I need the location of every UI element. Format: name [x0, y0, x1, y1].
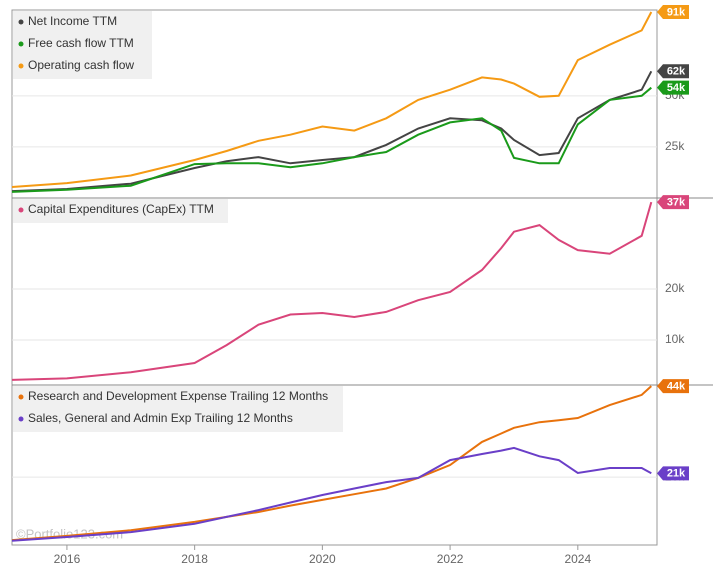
series-line [11, 70, 653, 193]
value-badge [657, 5, 689, 20]
plot-frame [11, 9, 658, 546]
value-badge-label: 44k [667, 381, 686, 393]
value-badge [657, 64, 689, 79]
legend-box [13, 386, 343, 432]
value-badge-label: 54k [667, 82, 686, 94]
value-badge [657, 80, 689, 95]
legend-label: Net Income TTM [28, 14, 117, 28]
series-line [11, 201, 653, 381]
series-line [11, 446, 652, 542]
legend-marker [18, 207, 24, 213]
value-badge-label: 91k [667, 6, 686, 18]
value-badge [657, 379, 689, 394]
x-tick-label: 2016 [54, 552, 81, 566]
legend-marker [18, 416, 24, 422]
x-tick-label: 2024 [564, 552, 591, 566]
legend-marker [18, 394, 24, 400]
value-badge-label: 21k [667, 468, 686, 480]
legend-label: Capital Expenditures (CapEx) TTM [28, 202, 214, 216]
legend-label: Operating cash flow [28, 58, 134, 72]
value-badge-label: 62k [667, 66, 686, 78]
legend-marker [18, 63, 24, 69]
legend-marker [18, 19, 24, 25]
series-line [11, 11, 653, 188]
legend-marker [18, 41, 24, 47]
x-tick-label: 2020 [309, 552, 336, 566]
legend-box [13, 11, 152, 79]
y-tick-label: 20k [665, 281, 685, 295]
legend-label: Free cash flow TTM [28, 36, 134, 50]
legend-label: Sales, General and Admin Exp Trailing 12… [28, 411, 293, 425]
value-badge-label: 37k [667, 196, 686, 208]
legend-label: Research and Development Expense Trailin… [28, 389, 328, 403]
value-badge [657, 195, 689, 210]
series-line [11, 86, 652, 193]
x-tick-label: 2018 [181, 552, 208, 566]
y-tick-label: 10k [665, 332, 685, 346]
x-tick-label: 2022 [437, 552, 464, 566]
value-badge [657, 466, 689, 481]
y-tick-label: 25k [665, 139, 685, 153]
legend-box [13, 199, 228, 223]
